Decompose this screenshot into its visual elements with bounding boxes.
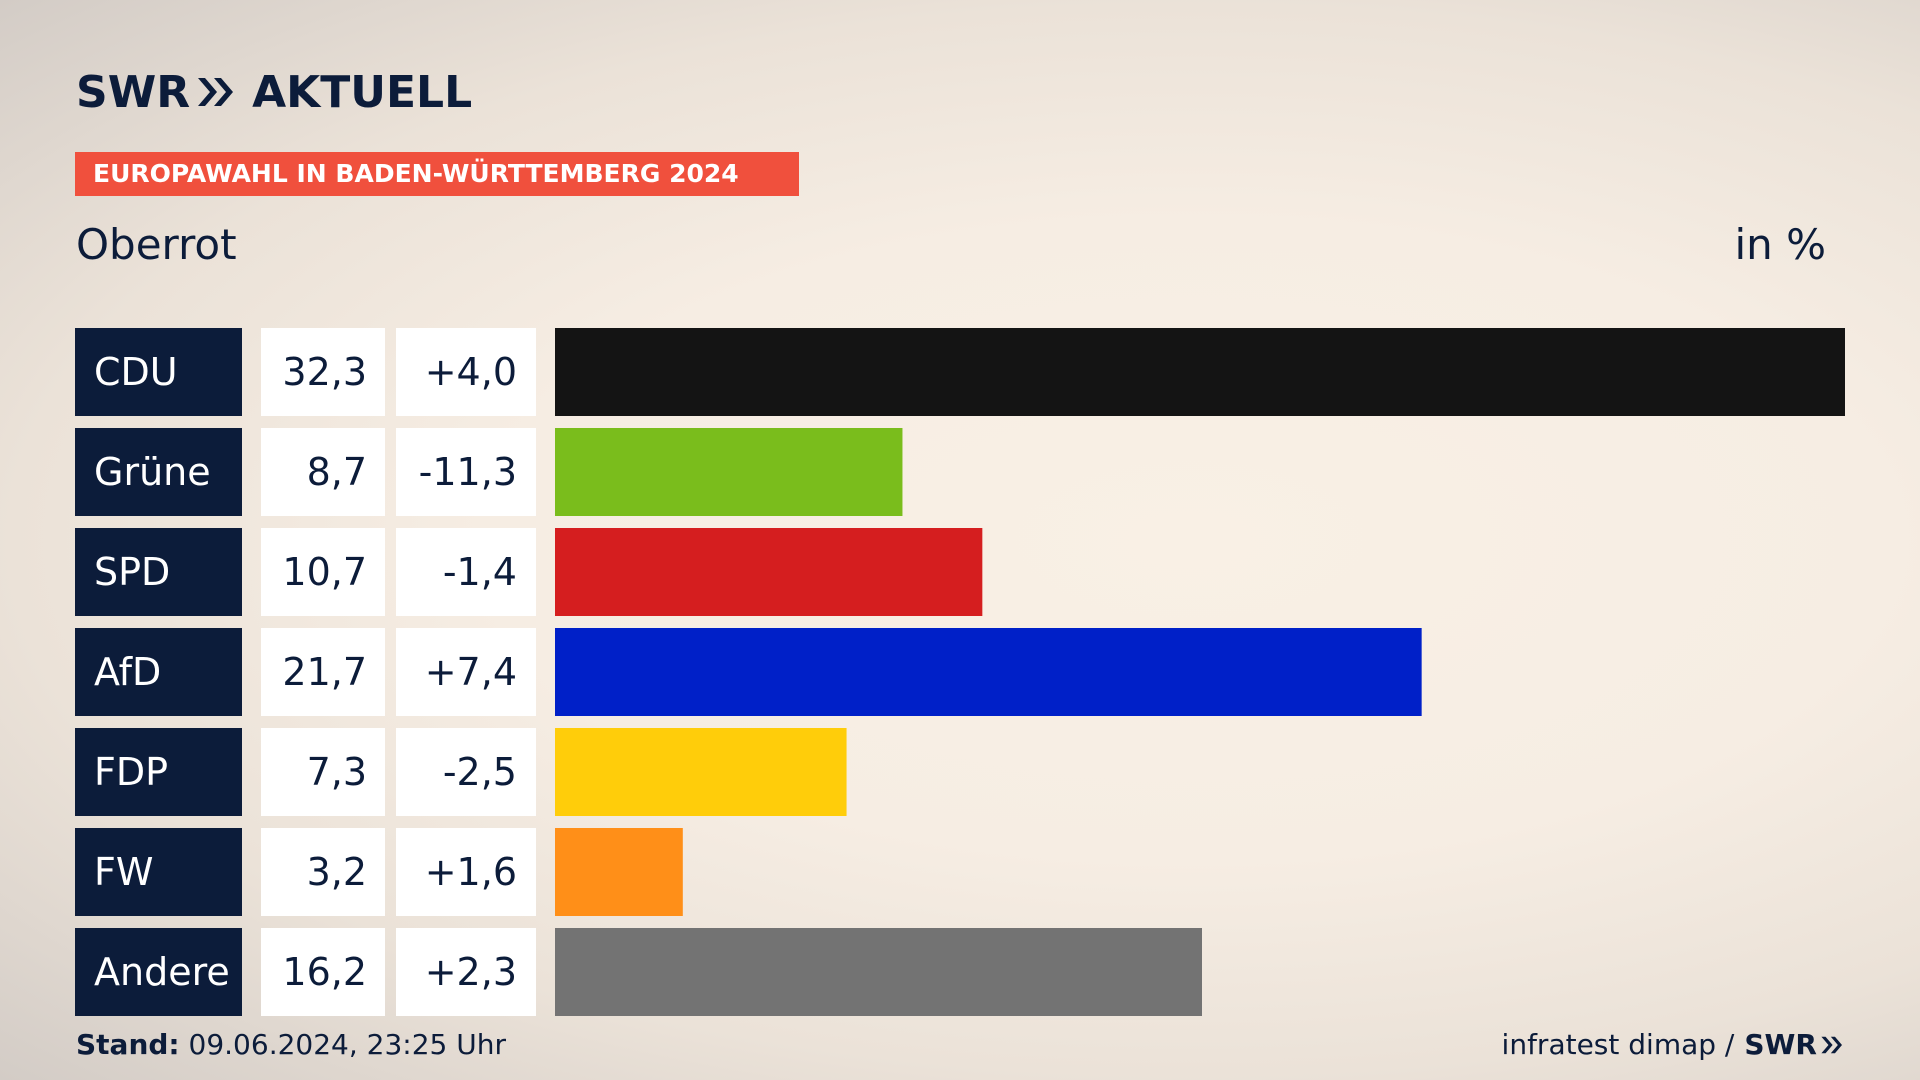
swr-aktuell-logo: SWR AKTUELL	[76, 67, 472, 118]
bar	[555, 428, 903, 516]
bar-row: SPD 10,7 -1,4	[75, 528, 983, 616]
double-chevron-icon	[198, 78, 234, 106]
party-label: FW	[94, 850, 153, 894]
footer-brand: SWR	[1744, 1028, 1844, 1061]
value-cell-bg	[261, 728, 385, 816]
value-label: 7,3	[307, 750, 367, 794]
party-label: CDU	[94, 350, 178, 394]
party-label-bg	[75, 828, 242, 916]
footer-brand-text: SWR	[1744, 1028, 1817, 1061]
results-chart: CDU 32,3 +4,0 Grüne 8,7 -11,3 SPD 10,7 -1,4 AfD 21…	[75, 328, 1845, 1016]
change-cell-bg	[396, 428, 536, 516]
change-cell-bg	[396, 728, 536, 816]
source-credit: infratest dimap / SWR	[1502, 1028, 1844, 1061]
party-label-bg	[75, 328, 242, 416]
party-label: SPD	[94, 550, 170, 594]
bar	[555, 928, 1202, 1016]
party-label: AfD	[94, 650, 161, 694]
stand-label: Stand:	[76, 1028, 180, 1061]
value-cell-bg	[261, 328, 385, 416]
value-cell-bg	[261, 428, 385, 516]
bar-row: Grüne 8,7 -11,3	[75, 428, 903, 516]
timestamp: Stand: 09.06.2024, 23:25 Uhr	[76, 1028, 506, 1061]
bar-row: FDP 7,3 -2,5	[75, 728, 847, 816]
chart-title: Oberrot	[76, 220, 237, 269]
bar	[555, 328, 1845, 416]
value-cell-bg	[261, 828, 385, 916]
change-label: +4,0	[425, 350, 517, 394]
party-label-bg	[75, 628, 242, 716]
value-label: 8,7	[307, 450, 367, 494]
change-label: -1,4	[443, 550, 517, 594]
bar-row: CDU 32,3 +4,0	[75, 328, 1845, 416]
change-cell-bg	[396, 328, 536, 416]
value-label: 10,7	[282, 550, 367, 594]
logo-swr-text: SWR	[76, 66, 191, 118]
bar	[555, 828, 683, 916]
unit-label: in %	[1734, 220, 1826, 269]
bar	[555, 528, 983, 616]
change-cell-bg	[396, 528, 536, 616]
stand-value: 09.06.2024, 23:25 Uhr	[188, 1028, 506, 1061]
change-cell-bg	[396, 628, 536, 716]
change-label: +2,3	[425, 950, 517, 994]
value-cell-bg	[261, 928, 385, 1016]
value-cell-bg	[261, 628, 385, 716]
party-label-bg	[75, 528, 242, 616]
party-label-bg	[75, 928, 242, 1016]
double-chevron-icon	[1821, 1036, 1842, 1053]
party-label: FDP	[94, 750, 168, 794]
change-label: -11,3	[419, 450, 517, 494]
value-label: 16,2	[282, 950, 367, 994]
change-label: -2,5	[443, 750, 517, 794]
source-text: infratest dimap /	[1501, 1028, 1735, 1061]
change-label: +1,6	[425, 850, 517, 894]
logo-aktuell-text: AKTUELL	[252, 66, 473, 118]
party-label: Grüne	[94, 450, 211, 494]
value-cell-bg	[261, 528, 385, 616]
party-label-bg	[75, 428, 242, 516]
value-label: 21,7	[282, 650, 367, 694]
value-label: 3,2	[307, 850, 367, 894]
change-cell-bg	[396, 828, 536, 916]
change-label: +7,4	[425, 650, 517, 694]
change-cell-bg	[396, 928, 536, 1016]
bar-row: Andere 16,2 +2,3	[75, 928, 1202, 1016]
bar-row: FW 3,2 +1,6	[75, 828, 683, 916]
bar	[555, 728, 847, 816]
election-banner: EUROPAWAHL IN BADEN-WÜRTTEMBERG 2024	[75, 152, 799, 196]
bar-row: AfD 21,7 +7,4	[75, 628, 1422, 716]
value-label: 32,3	[282, 350, 367, 394]
bar	[555, 628, 1422, 716]
party-label: Andere	[94, 950, 230, 994]
party-label-bg	[75, 728, 242, 816]
